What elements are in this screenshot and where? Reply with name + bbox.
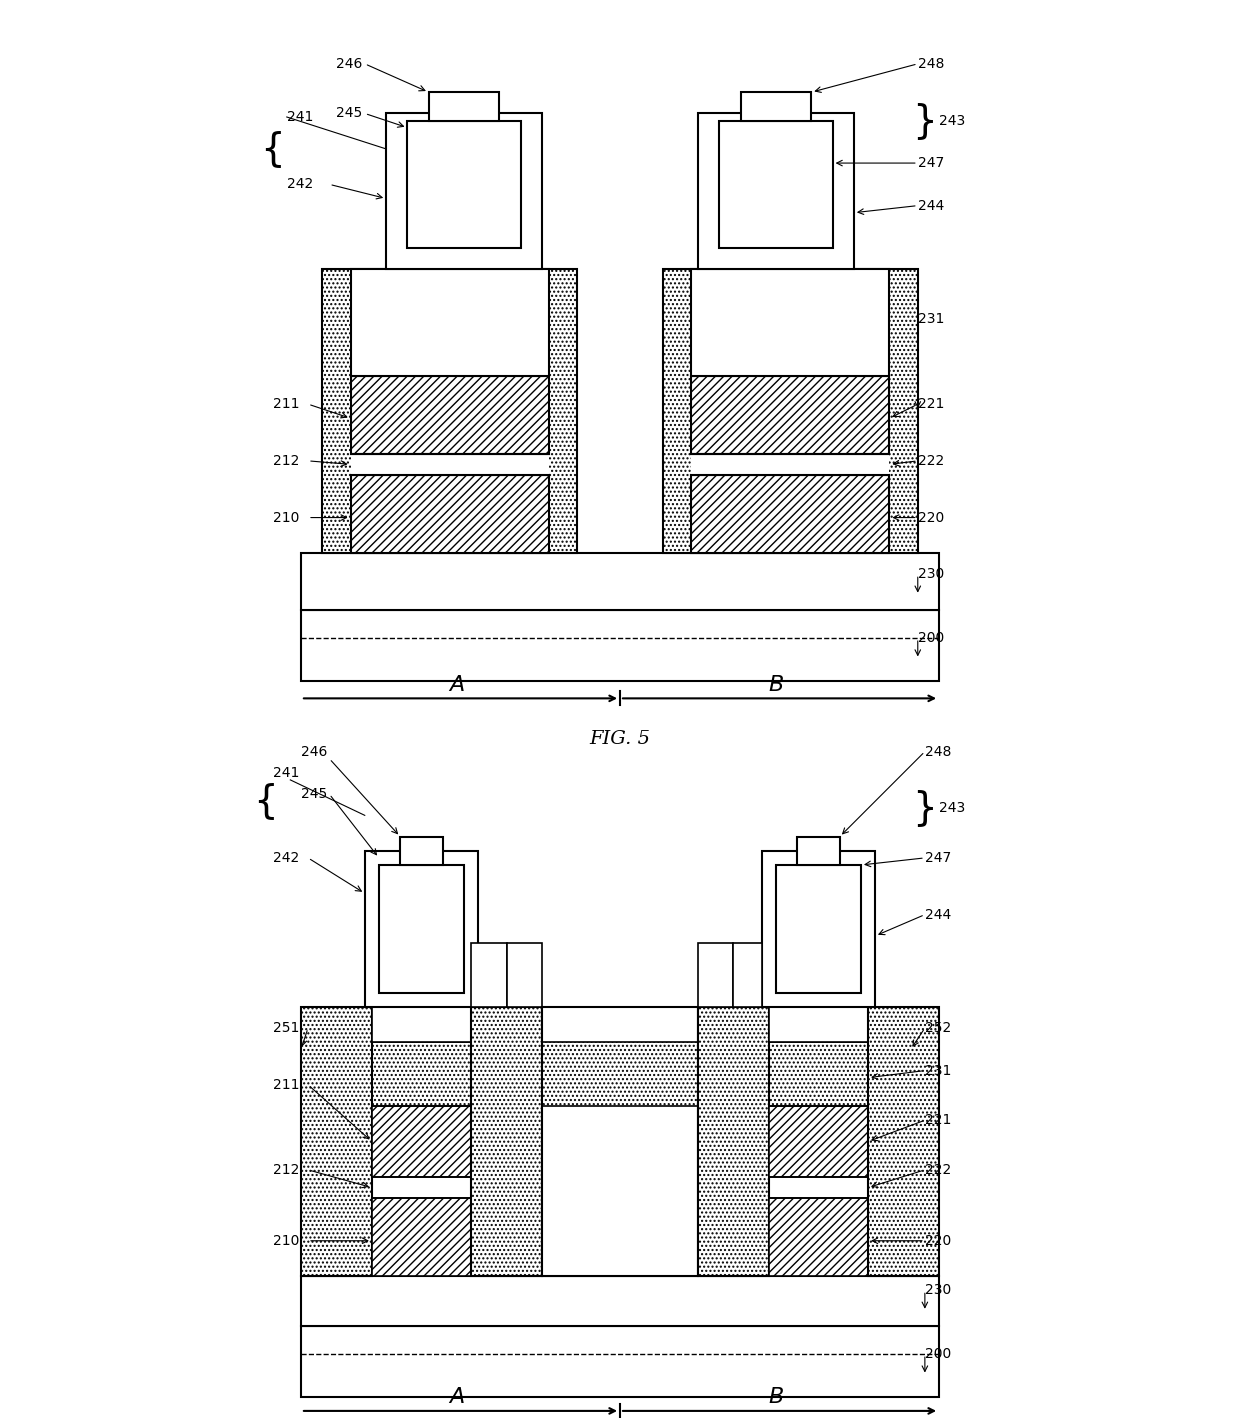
Bar	[691, 376, 889, 454]
Text: 221: 221	[925, 1113, 951, 1127]
Text: 248: 248	[918, 57, 944, 71]
Text: 245: 245	[301, 787, 327, 801]
Text: 245: 245	[336, 106, 362, 121]
Text: B: B	[769, 675, 784, 695]
Bar	[372, 1007, 471, 1042]
Text: 247: 247	[925, 851, 951, 865]
Bar	[365, 851, 479, 1007]
Bar	[322, 269, 578, 553]
Text: 212: 212	[273, 1163, 299, 1177]
Text: 210: 210	[273, 1234, 299, 1248]
Text: 252: 252	[925, 1021, 951, 1035]
Bar	[719, 121, 833, 248]
Bar	[386, 113, 542, 269]
Bar	[379, 865, 464, 993]
Bar	[542, 1042, 698, 1106]
Text: 210: 210	[273, 510, 299, 525]
Text: 248: 248	[925, 744, 951, 759]
Text: 246: 246	[336, 57, 363, 71]
Bar	[691, 475, 889, 553]
Bar	[401, 837, 443, 865]
Bar	[429, 92, 500, 121]
Bar	[301, 610, 939, 681]
Bar	[372, 1042, 471, 1106]
Text: 220: 220	[918, 510, 944, 525]
Bar	[471, 1007, 542, 1276]
Bar	[662, 269, 918, 553]
Text: }: }	[913, 102, 937, 139]
Text: 230: 230	[918, 567, 944, 581]
Text: 244: 244	[925, 908, 951, 922]
Text: {: {	[260, 130, 285, 167]
Bar	[691, 269, 889, 525]
Bar	[301, 1007, 372, 1276]
Bar	[691, 454, 889, 475]
Text: 200: 200	[918, 631, 944, 645]
Bar	[698, 1007, 769, 1276]
Bar	[542, 1007, 698, 1276]
Bar	[351, 269, 549, 376]
Text: 241: 241	[286, 111, 314, 123]
Bar	[769, 1007, 868, 1042]
Bar	[351, 475, 549, 553]
Text: 211: 211	[273, 397, 299, 411]
Text: {: {	[253, 783, 278, 820]
Bar	[507, 943, 542, 1007]
Text: 244: 244	[918, 199, 944, 213]
Bar	[301, 1276, 939, 1326]
Bar	[776, 865, 861, 993]
Text: 242: 242	[286, 177, 312, 191]
Bar	[301, 553, 939, 610]
Bar	[868, 1007, 939, 1276]
Text: 241: 241	[273, 766, 299, 780]
Text: 222: 222	[918, 454, 944, 468]
Text: 246: 246	[301, 744, 327, 759]
Text: 247: 247	[918, 156, 944, 170]
Bar	[471, 943, 507, 1007]
Bar	[733, 943, 761, 1007]
Bar	[761, 851, 875, 1007]
Text: 212: 212	[273, 454, 299, 468]
Text: 243: 243	[939, 801, 965, 815]
Bar	[740, 92, 811, 121]
Text: }: }	[913, 790, 937, 827]
Bar	[351, 269, 549, 525]
Bar	[372, 1106, 471, 1177]
Text: 231: 231	[918, 312, 944, 326]
Bar	[698, 943, 733, 1007]
Bar	[797, 837, 839, 865]
Bar	[407, 121, 521, 248]
Bar	[769, 1198, 868, 1276]
Text: 221: 221	[918, 397, 944, 411]
Bar	[698, 113, 854, 269]
Bar	[301, 1326, 939, 1397]
Text: 200: 200	[925, 1347, 951, 1361]
Text: 243: 243	[939, 113, 965, 128]
Text: A: A	[449, 1387, 465, 1407]
Text: 251: 251	[273, 1021, 299, 1035]
Text: 230: 230	[925, 1283, 951, 1297]
Bar	[351, 454, 549, 475]
Bar	[769, 1106, 868, 1177]
Bar	[372, 1198, 471, 1276]
Text: 211: 211	[273, 1078, 299, 1092]
Text: 242: 242	[273, 851, 299, 865]
Text: B: B	[769, 1387, 784, 1407]
Text: FIG. 5: FIG. 5	[589, 730, 651, 749]
Bar	[351, 376, 549, 454]
Text: 222: 222	[925, 1163, 951, 1177]
Bar	[691, 269, 889, 376]
Text: 231: 231	[925, 1064, 951, 1078]
Text: 220: 220	[925, 1234, 951, 1248]
Text: A: A	[449, 675, 465, 695]
Bar	[769, 1042, 868, 1106]
